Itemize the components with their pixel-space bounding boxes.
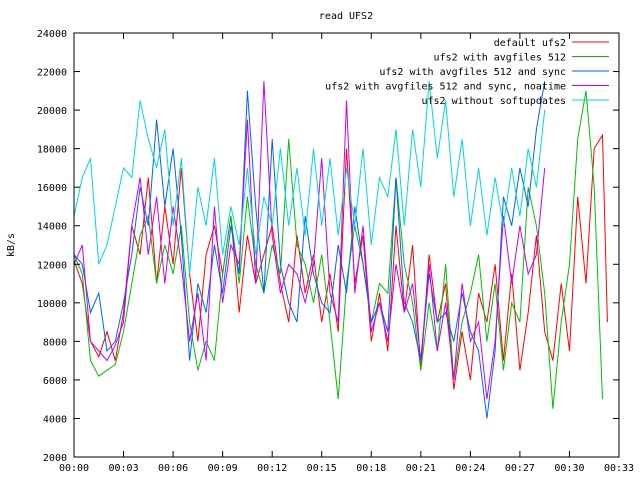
x-tick-label: 00:15 [307,463,337,474]
legend-label-4: ufs2 with avgfiles 512 and sync, noatime [325,82,566,93]
y-tick-label: 6000 [43,376,67,387]
y-axis: 2000 4000 6000 8000 10000 12000 14000 16000 1800… [37,29,619,464]
series-line-3 [73,81,546,419]
legend-label-2: ufs2 with avgfiles 512 [434,53,566,64]
x-tick-label: 00:27 [505,463,535,474]
y-tick-label: 16000 [37,183,67,194]
y-tick-label: 22000 [37,68,67,79]
x-tick-label: 00:24 [455,463,485,474]
y-tick-label: 12000 [37,260,67,271]
series-line-2 [73,90,603,409]
series-layer [73,81,608,419]
chart-title: read UFS2 [319,11,373,22]
x-axis: 00:00 00:03 00:06 00:09 00:12 00:15 00:18 00:21… [59,33,634,474]
y-tick-label: 10000 [37,299,67,310]
legend-label-1: default ufs2 [494,38,566,49]
legend-label-3: ufs2 with avgfiles 512 and sync [379,67,566,78]
legend: default ufs2 ufs2 with avgfiles 512 ufs2 w… [325,38,609,107]
x-tick-label: 00:12 [257,463,287,474]
y-tick-label: 14000 [37,222,67,233]
y-tick-label: 18000 [37,145,67,156]
y-tick-label: 2000 [43,453,67,464]
x-tick-label: 00:18 [356,463,386,474]
x-tick-label: 00:09 [208,463,238,474]
y-tick-label: 8000 [43,337,67,348]
series-line-5 [73,81,546,274]
x-tick-label: 00:03 [108,463,138,474]
y-axis-label: kB/s [6,233,17,257]
plot-area: 2000 4000 6000 8000 10000 12000 14000 16000 1800… [37,29,634,474]
x-tick-label: 00:33 [604,463,634,474]
plot-frame [73,32,620,458]
series-line-4 [73,81,546,400]
x-tick-label: 00:00 [59,463,89,474]
y-tick-label: 24000 [37,29,67,40]
y-tick-label: 4000 [43,414,67,425]
series-line-1 [73,133,608,390]
x-tick-label: 00:21 [406,463,436,474]
y-tick-label: 20000 [37,106,67,117]
legend-label-5: ufs2 without softupdates [422,96,567,107]
x-tick-label: 00:06 [158,463,188,474]
x-tick-label: 00:30 [554,463,584,474]
